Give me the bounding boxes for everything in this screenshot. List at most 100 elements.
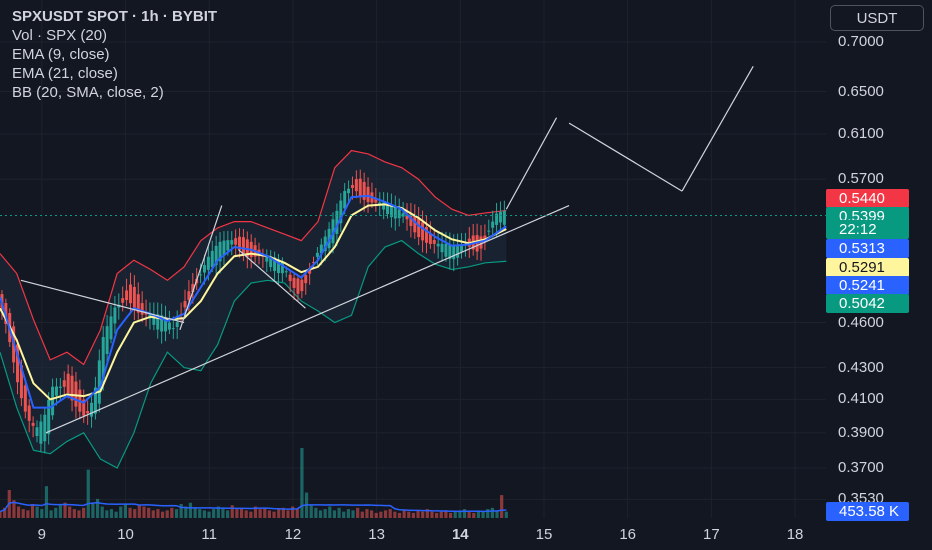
candle-body	[347, 188, 351, 194]
candle-body	[284, 271, 288, 273]
volume-bar	[332, 510, 337, 518]
candle-body	[206, 256, 210, 270]
legend-bb[interactable]: BB (20, SMA, close, 2)	[12, 84, 164, 101]
candle-body	[136, 294, 140, 313]
volume-bar	[49, 510, 53, 518]
time-tick: 14	[451, 526, 469, 543]
volume-bar	[411, 512, 416, 518]
volume-bar	[356, 507, 360, 518]
candle-body	[230, 240, 234, 245]
time-tick: 16	[619, 526, 636, 543]
volume-bar	[416, 510, 420, 518]
symbol-title[interactable]: SPXUSDT SPOT · 1h · BYBIT	[12, 8, 218, 25]
volume-bar	[26, 510, 30, 518]
candle-body	[82, 399, 86, 416]
volume-bar	[388, 509, 392, 518]
candle-body	[386, 203, 390, 215]
candle-body	[23, 385, 27, 412]
volume-bar	[156, 509, 160, 518]
volume-bar	[346, 509, 350, 518]
volume-bar	[44, 486, 49, 518]
bb-upper-line	[0, 149, 507, 366]
volume-bar	[212, 509, 216, 518]
candle-body	[308, 268, 312, 274]
volume-bar	[481, 511, 485, 518]
candle-body	[128, 284, 132, 304]
candle-body	[90, 402, 94, 417]
volume-bar	[216, 506, 220, 518]
candle-body	[191, 284, 195, 293]
volume-bar	[397, 512, 402, 518]
candle-body	[495, 213, 499, 225]
volume-bar	[365, 509, 369, 518]
candle-body	[70, 375, 74, 401]
candle-body	[358, 178, 362, 196]
candle-body	[339, 200, 343, 224]
legend-ema21[interactable]: EMA (21, close)	[12, 65, 118, 82]
candle-body	[160, 315, 164, 332]
candle-body	[175, 322, 179, 328]
volume-bar	[188, 502, 193, 518]
legend-ema9[interactable]: EMA (9, close)	[12, 46, 110, 63]
volume-bar	[202, 510, 206, 518]
price-label-bb-basis: 0.5241	[826, 276, 909, 295]
volume-bar	[58, 505, 62, 518]
candle-body	[366, 186, 370, 203]
volume-bar	[0, 511, 2, 518]
volume-bar	[281, 507, 285, 518]
volume-bar	[263, 507, 267, 518]
volume-bar	[221, 507, 225, 518]
volume-bar	[16, 506, 21, 518]
candle-body	[210, 250, 214, 268]
candle-body	[428, 233, 432, 244]
volume-bar	[458, 510, 462, 518]
price-tick: 0.7000	[838, 33, 884, 50]
candle-body	[401, 213, 405, 217]
volume-bar	[249, 511, 253, 518]
price-label-ema21: 0.5291	[826, 258, 909, 277]
trend-line	[179, 205, 223, 331]
volume-bar	[435, 512, 439, 518]
volume-bar	[86, 469, 90, 518]
candle-body	[35, 427, 39, 436]
trend-drawings[interactable]	[20, 66, 754, 434]
volume-bar	[151, 510, 155, 518]
candle-body	[171, 328, 175, 330]
volume-bar	[379, 511, 383, 518]
candle-body	[389, 204, 393, 218]
candle-body	[288, 274, 292, 282]
candle-body	[483, 235, 487, 240]
volume-bar	[370, 510, 374, 518]
legend-volume[interactable]: Vol · SPX (20)	[12, 27, 108, 44]
volume-bar	[30, 504, 35, 518]
volume-bar	[467, 511, 471, 518]
candle-body	[27, 405, 31, 421]
candle-body	[238, 236, 242, 250]
volume-bar	[100, 506, 104, 518]
currency-button[interactable]: USDT	[830, 5, 924, 31]
volume-bar	[351, 510, 355, 518]
volume-bar	[179, 504, 183, 518]
volume-bar	[337, 507, 341, 518]
volume-bar	[170, 507, 174, 518]
candle-body	[312, 262, 316, 264]
volume-bar	[407, 511, 411, 518]
candle-body	[202, 265, 206, 273]
price-tick: 0.4300	[838, 358, 884, 376]
volume-bar	[328, 506, 332, 518]
volume-bar	[476, 510, 481, 518]
bollinger-bands	[0, 149, 507, 469]
volume-bar	[291, 506, 295, 518]
volume-bar	[160, 511, 165, 518]
candle-body	[424, 226, 428, 243]
candle-body	[296, 278, 300, 294]
volume-bar	[109, 509, 114, 518]
candle-body	[47, 399, 51, 435]
price-label-bb-lower: 0.5042	[826, 294, 909, 313]
candle-body	[97, 360, 101, 404]
candle-body	[214, 245, 218, 266]
volume-bar	[495, 510, 499, 518]
candle-body	[280, 262, 284, 274]
candle-body	[74, 381, 78, 407]
